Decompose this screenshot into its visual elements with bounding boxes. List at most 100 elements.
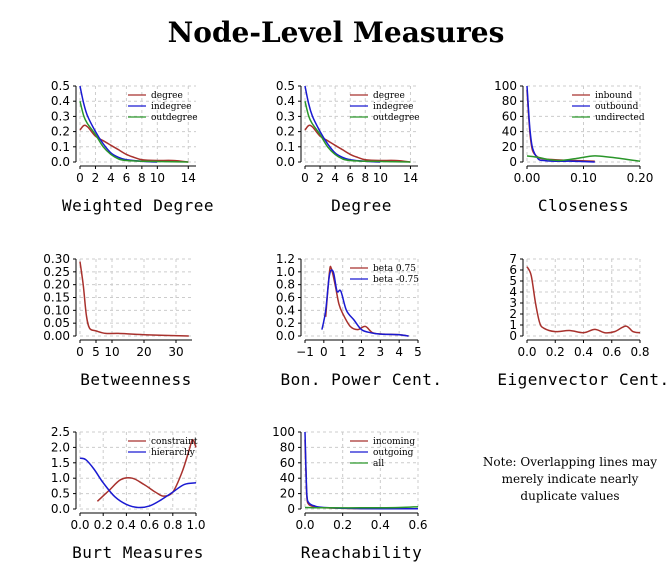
y-tick-label: 0.25 [43, 265, 70, 279]
legend-label: outdegree [373, 113, 420, 123]
y-tick-label: 60 [502, 109, 517, 123]
x-tick-label: 0.0 [517, 345, 536, 359]
series-line-beta-0-75 [321, 269, 409, 337]
x-tick-label: 10 [373, 171, 388, 185]
x-tick-label: 0.4 [117, 518, 136, 532]
y-tick-label: 0.5 [276, 79, 295, 93]
x-tick-label: 30 [168, 345, 183, 359]
x-tick-label: 0 [320, 345, 328, 359]
x-tick-label: 0.0 [70, 518, 89, 532]
series-line-constraint [96, 438, 197, 502]
legend-label: outdegree [151, 113, 198, 123]
y-tick-label: 0.8 [276, 278, 295, 292]
x-tick-label: 0.8 [630, 345, 649, 359]
y-tick-label: 0.4 [51, 94, 70, 108]
note-block: Note: Overlapping lines may merely indic… [483, 455, 657, 503]
y-tick-label: 20 [502, 140, 517, 154]
y-tick-label: 6 [509, 263, 517, 277]
y-tick-label: 1.0 [276, 265, 295, 279]
y-tick-label: 1.2 [276, 252, 295, 266]
y-tick-label: 0.05 [43, 316, 70, 330]
y-tick-label: 80 [502, 94, 517, 108]
y-tick-label: 0 [509, 329, 517, 343]
chart-panel-1: 0.00.10.2 0.30.40.5 0 2 4 6 8 10 14 Weighted Degr… [51, 79, 214, 215]
x-tick-label: 1.0 [186, 518, 205, 532]
y-tick-label: 0.1 [276, 140, 295, 154]
chart-panel-2: 0.00.10.2 0.30.40.5 0 2 4 6 8 10 14 Degree degreei… [276, 79, 420, 215]
x-tick-label: 0.6 [140, 518, 159, 532]
y-tick-label: 100 [494, 79, 517, 93]
y-tick-label: 0.4 [276, 94, 295, 108]
y-tick-label: 1.5 [51, 456, 70, 470]
y-tick-label: 0.2 [276, 125, 295, 139]
x-tick-label: 2 [92, 171, 100, 185]
note-line-2: merely indicate nearly [502, 472, 639, 486]
series-line-degree [79, 124, 189, 163]
x-tick-label: 1 [339, 345, 347, 359]
y-tick-label: 0 [287, 502, 295, 516]
legend-label: outbound [595, 102, 639, 112]
x-tick-label: 0 [76, 171, 84, 185]
x-tick-label: 0.2 [94, 518, 113, 532]
series-line-outdegree [79, 101, 189, 163]
x-tick-label: 0.8 [163, 518, 182, 532]
y-tick-label: 5 [509, 274, 517, 288]
y-tick-label: 0.15 [43, 291, 70, 305]
y-tick-label: 0.0 [51, 155, 70, 169]
x-tick-label: 0.20 [627, 171, 654, 185]
y-tick-label: 40 [502, 125, 517, 139]
x-tick-label: −1 [296, 345, 314, 359]
series-line-undirected [526, 155, 641, 162]
x-tick-label: 3 [377, 345, 385, 359]
legend-label: indegree [151, 102, 191, 112]
note-line-3: duplicate values [520, 489, 619, 503]
chart-panel-5: 0.00.20.40.60.81.01.2 −1 0 1 2 3 4 5 Bon. Power … [276, 252, 442, 389]
x-axis-label: Reachability [301, 543, 423, 562]
series-line-all [304, 505, 419, 509]
y-tick-label: 0.2 [51, 125, 70, 139]
y-tick-label: 0.4 [276, 303, 295, 317]
legend-label: degree [373, 91, 405, 101]
y-tick-label: 0 [509, 155, 517, 169]
x-tick-label: 0.10 [570, 171, 597, 185]
x-tick-label: 2 [358, 345, 366, 359]
y-tick-label: 0.3 [51, 109, 70, 123]
y-tick-label: 0.10 [43, 303, 70, 317]
x-tick-label: 0.2 [333, 518, 352, 532]
legend-label: beta 0.75 [373, 264, 416, 274]
y-tick-label: 0.5 [51, 487, 70, 501]
y-tick-label: 0.00 [43, 329, 70, 343]
x-tick-label: 14 [403, 171, 418, 185]
x-tick-label: 4 [107, 171, 115, 185]
y-tick-label: 60 [280, 456, 295, 470]
x-tick-label: 0.00 [514, 171, 541, 185]
y-tick-label: 4 [509, 285, 517, 299]
legend-label: indegree [373, 102, 413, 112]
x-tick-label: 0.0 [295, 518, 314, 532]
x-axis-label: Burt Measures [72, 543, 204, 562]
y-tick-label: 0.30 [43, 252, 70, 266]
x-tick-label: 5 [414, 345, 422, 359]
y-tick-label: 2 [509, 307, 517, 321]
figure-title: Node-Level Measures [168, 16, 505, 49]
x-tick-label: 0.4 [371, 518, 390, 532]
legend-label: constraint [151, 437, 198, 447]
series-line-density [79, 261, 189, 337]
x-axis-label: Eigenvector Cent. [497, 370, 669, 389]
x-axis-label: Closeness [538, 196, 629, 215]
y-tick-label: 3 [509, 296, 517, 310]
x-tick-label: 0.6 [602, 345, 621, 359]
x-tick-label: 10 [150, 171, 165, 185]
x-tick-label: 2 [316, 171, 324, 185]
y-tick-label: 0.0 [276, 329, 295, 343]
y-tick-label: 7 [509, 252, 517, 266]
x-tick-label: 8 [361, 171, 369, 185]
y-tick-label: 0.0 [276, 155, 295, 169]
series-line-density [526, 266, 641, 334]
legend-label: outgoing [373, 448, 414, 458]
legend-label: undirected [595, 113, 645, 123]
x-tick-label: 14 [181, 171, 196, 185]
y-tick-label: 1 [509, 318, 517, 332]
